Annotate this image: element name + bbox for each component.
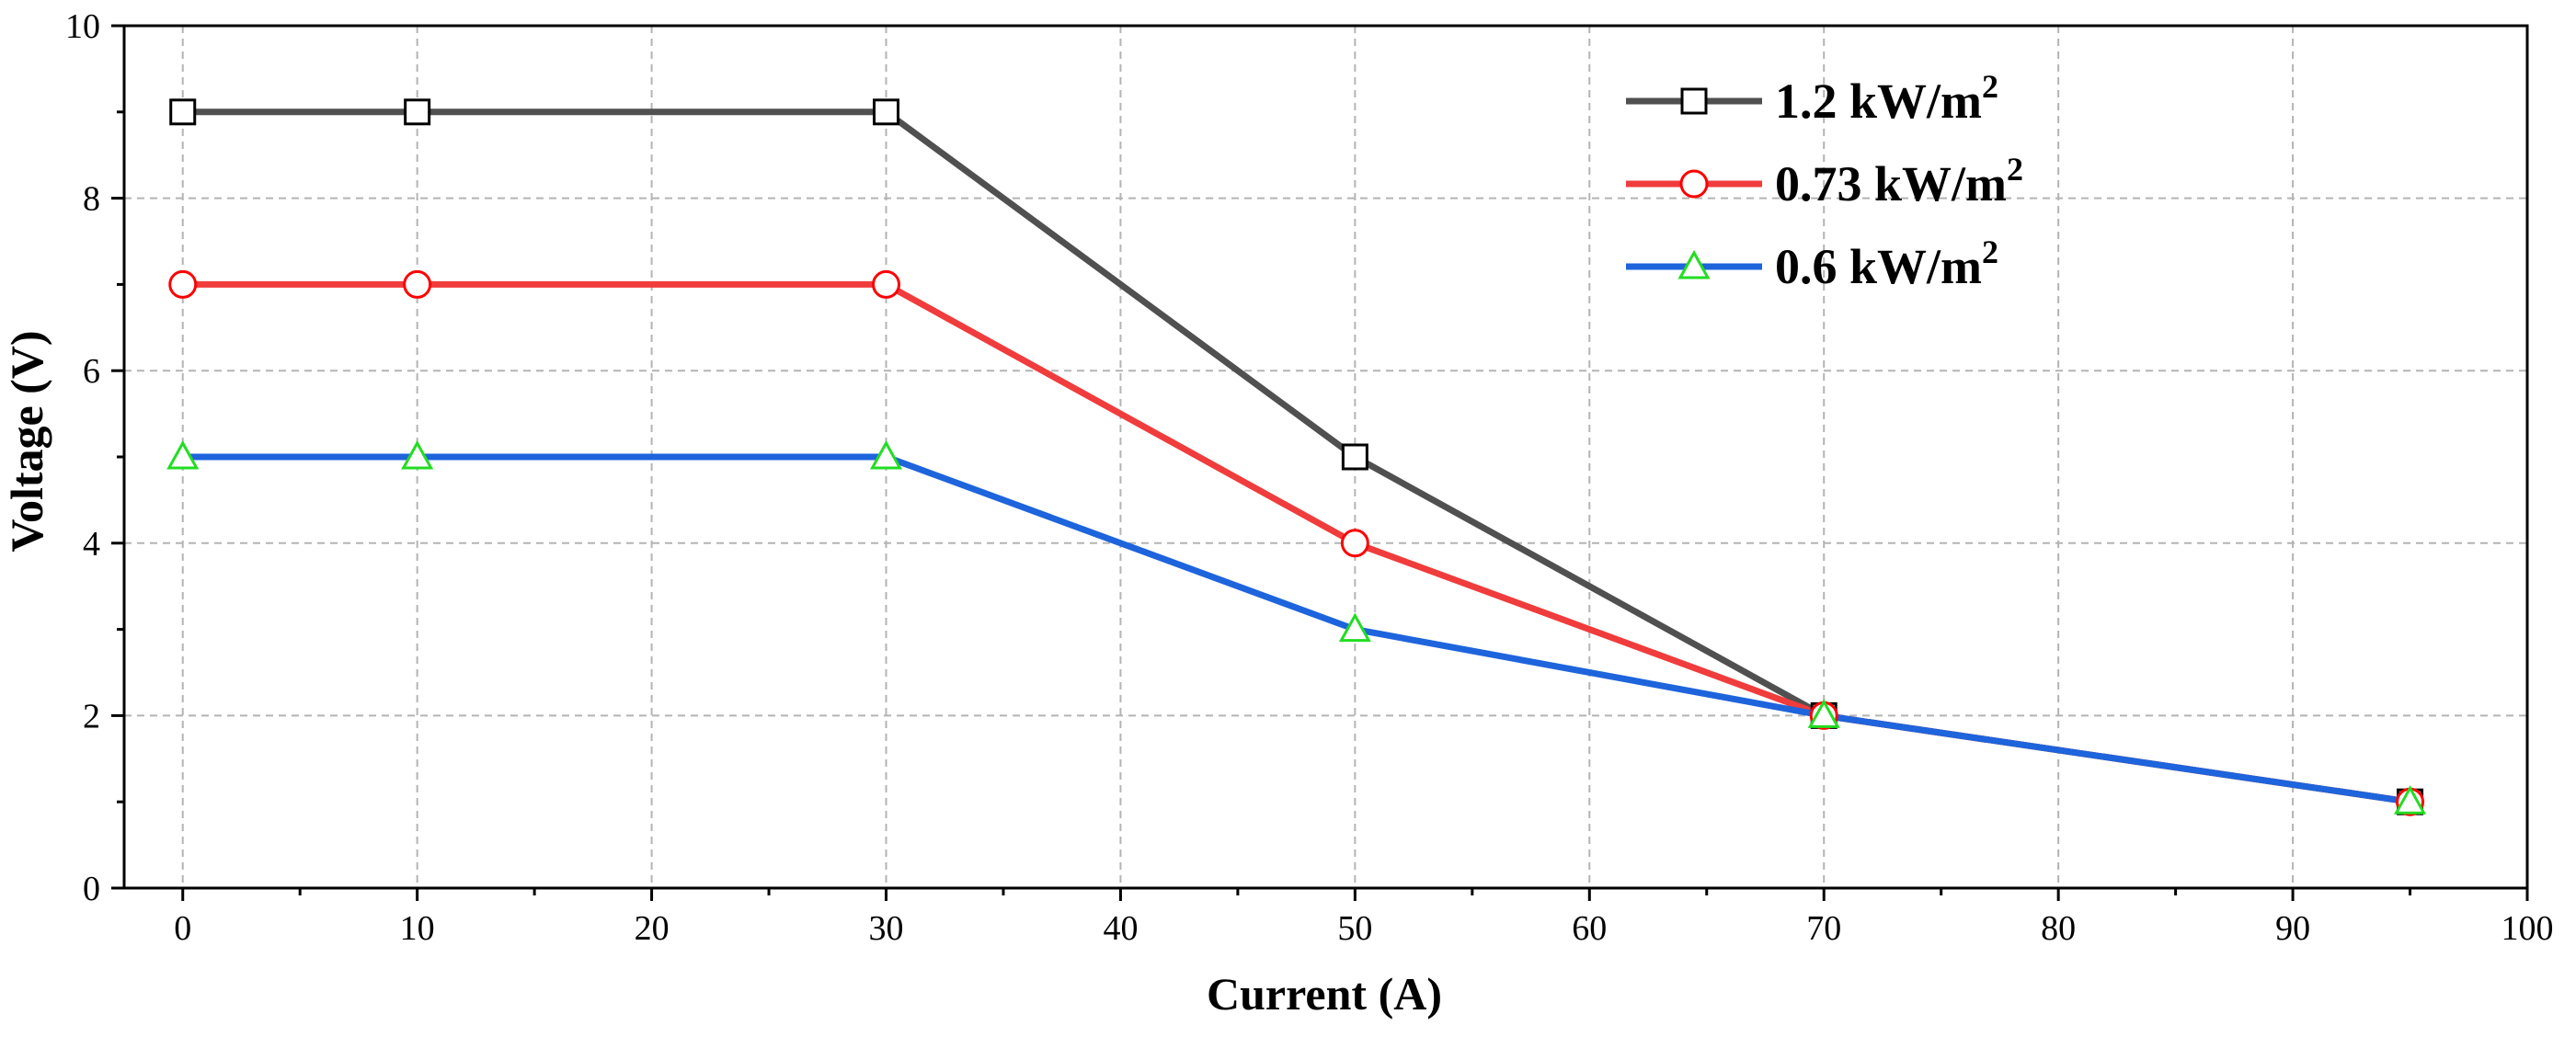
x-tick-label: 50 <box>1337 909 1372 948</box>
data-point-series-1 <box>406 100 429 124</box>
x-tick-label: 90 <box>2275 909 2310 948</box>
legend-superscript-1: 2 <box>1982 68 1998 105</box>
data-point-series-2 <box>405 271 430 297</box>
y-tick-label: 0 <box>83 870 100 908</box>
legend-marker-2 <box>1681 171 1707 197</box>
x-tick-label: 80 <box>2041 909 2076 948</box>
data-point-series-2 <box>874 271 899 297</box>
legend-superscript-3: 2 <box>1982 234 1998 270</box>
x-tick-label: 70 <box>1806 909 1841 948</box>
y-tick-label: 6 <box>83 352 100 391</box>
x-axis-title: Current (A) <box>1207 968 1442 1020</box>
data-point-series-1 <box>1343 445 1367 469</box>
legend-superscript-2: 2 <box>2007 151 2023 188</box>
plot-background <box>0 0 2576 1037</box>
x-tick-label: 60 <box>1572 909 1607 948</box>
data-point-series-1 <box>171 100 195 124</box>
y-tick-label: 2 <box>83 697 100 735</box>
y-axis-title: Voltage (V) <box>1 330 52 552</box>
x-tick-label: 10 <box>400 909 435 948</box>
data-point-series-2 <box>170 271 196 297</box>
x-tick-label: 0 <box>174 909 191 948</box>
y-tick-label: 8 <box>83 180 100 219</box>
x-tick-label: 20 <box>635 909 670 948</box>
x-tick-label: 40 <box>1103 909 1138 948</box>
y-tick-label: 4 <box>83 525 100 564</box>
y-tick-label: 10 <box>65 7 100 46</box>
x-tick-label: 100 <box>2502 909 2554 948</box>
voltage-current-chart: 0 10 20 30 40 50 60 70 80 90 100 0 2 4 6 8 10 1.2 kW/m2 0… <box>0 0 2576 1037</box>
legend-label-1: 1.2 kW/m2 <box>1775 68 1998 129</box>
x-tick-label: 30 <box>869 909 904 948</box>
legend-label-2: 0.73 kW/m2 <box>1775 151 2023 211</box>
data-point-series-1 <box>875 100 899 124</box>
data-point-series-2 <box>1342 530 1368 556</box>
legend-label-3: 0.6 kW/m2 <box>1775 234 1998 294</box>
legend-marker-1 <box>1682 89 1706 113</box>
